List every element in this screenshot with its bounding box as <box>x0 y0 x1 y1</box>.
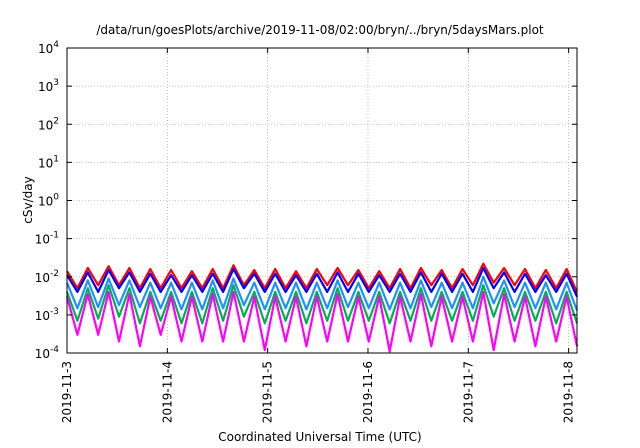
x-axis-label: Coordinated Universal Time (UTC) <box>218 430 421 444</box>
x-tick-label: 2019-11-8 <box>562 361 576 423</box>
series-line <box>65 284 579 325</box>
y-axis: 104 103 102 101 100 10-1 10-2 10-3 10-4 <box>35 40 577 361</box>
y-tick-label: 101 <box>38 154 59 170</box>
y-tick-label: 103 <box>38 78 59 94</box>
y-tick-label: 10-2 <box>35 269 59 285</box>
x-tick-label: 2019-11-7 <box>461 361 475 423</box>
y-tick-label: 100 <box>38 193 59 209</box>
y-tick-label: 10-4 <box>35 345 60 361</box>
series-group <box>65 262 579 353</box>
x-tick-label: 2019-11-5 <box>261 361 275 423</box>
y-tick-label: 10-3 <box>35 307 59 323</box>
series-line <box>65 290 579 353</box>
x-tick-label: 2019-11-6 <box>361 361 375 423</box>
chart-title: /data/run/goesPlots/archive/2019-11-08/0… <box>96 23 544 37</box>
series-line <box>66 262 579 293</box>
series-line <box>65 275 579 311</box>
y-tick-label: 10-1 <box>35 231 59 247</box>
x-axis: 2019-11-3 2019-11-4 2019-11-5 2019-11-6 2019… <box>60 48 576 423</box>
y-axis-label: cSv/day <box>21 176 35 223</box>
y-tick-label: 104 <box>38 40 59 56</box>
series-line <box>66 266 579 298</box>
y-tick-label: 102 <box>38 116 59 132</box>
x-tick-label: 2019-11-4 <box>160 361 174 423</box>
x-tick-label: 2019-11-3 <box>60 361 74 423</box>
